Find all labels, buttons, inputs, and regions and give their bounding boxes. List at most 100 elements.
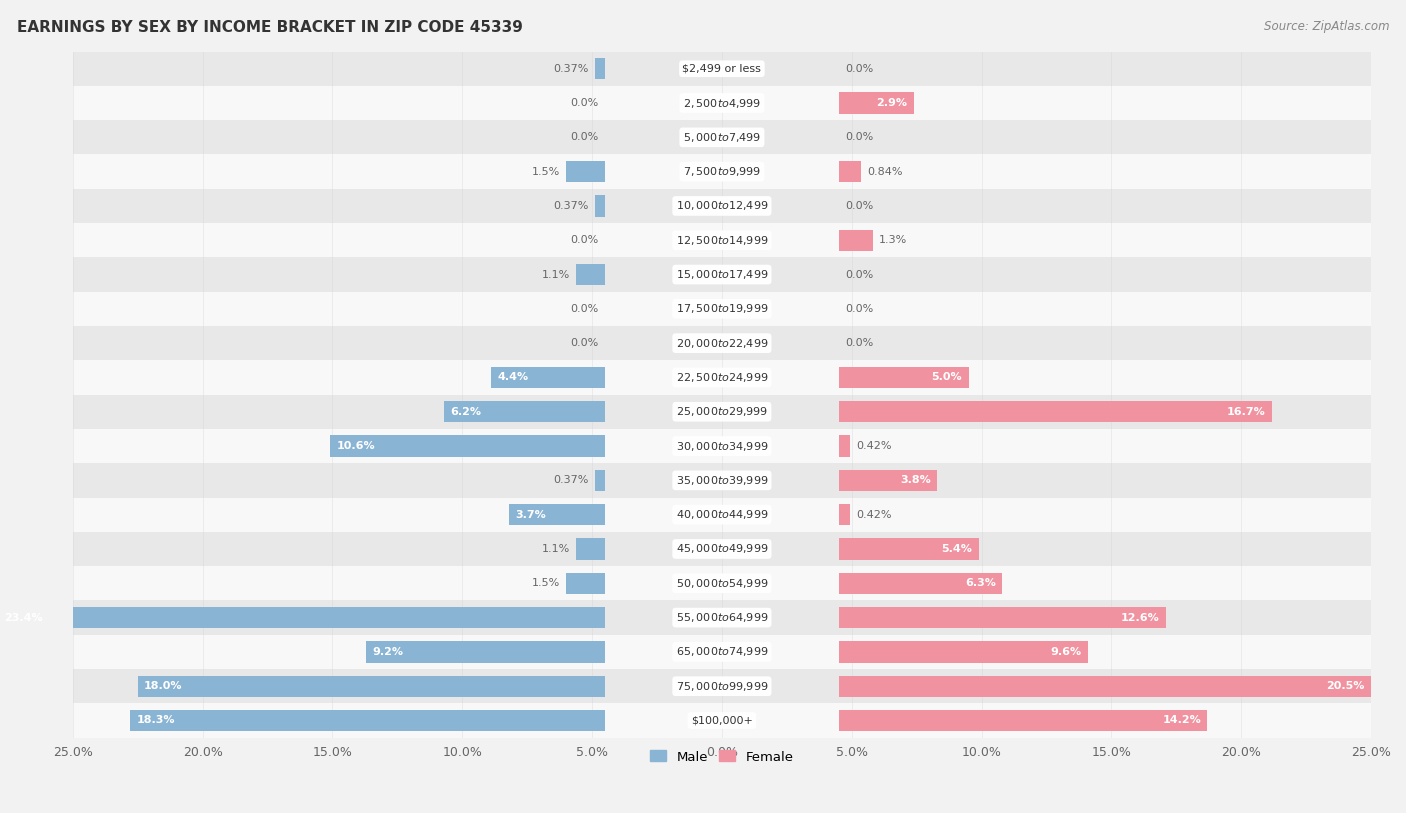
Text: 1.1%: 1.1% [541, 544, 569, 554]
Text: 0.37%: 0.37% [554, 476, 589, 485]
Bar [596, 195, 605, 216]
Text: $7,500 to $9,999: $7,500 to $9,999 [683, 165, 761, 178]
Text: $65,000 to $74,999: $65,000 to $74,999 [676, 646, 768, 659]
Bar [73, 258, 1371, 292]
Text: 0.84%: 0.84% [868, 167, 903, 176]
Text: 16.7%: 16.7% [1227, 406, 1265, 417]
Text: $50,000 to $54,999: $50,000 to $54,999 [676, 576, 768, 589]
Text: 0.0%: 0.0% [845, 201, 873, 211]
Bar [839, 367, 969, 388]
Bar [839, 641, 1088, 663]
Text: 6.3%: 6.3% [965, 578, 995, 589]
Bar [73, 703, 1371, 737]
Bar [596, 470, 605, 491]
Text: $5,000 to $7,499: $5,000 to $7,499 [683, 131, 761, 144]
Bar [0, 607, 605, 628]
Text: 0.42%: 0.42% [856, 510, 891, 520]
Bar [73, 86, 1371, 120]
Text: 6.2%: 6.2% [450, 406, 482, 417]
Bar [839, 710, 1208, 731]
Text: 0.37%: 0.37% [554, 63, 589, 74]
Text: $20,000 to $22,499: $20,000 to $22,499 [676, 337, 768, 350]
Text: 0.0%: 0.0% [571, 98, 599, 108]
Text: 0.42%: 0.42% [856, 441, 891, 451]
Text: $30,000 to $34,999: $30,000 to $34,999 [676, 440, 768, 453]
Text: $10,000 to $12,499: $10,000 to $12,499 [676, 199, 768, 212]
Bar [839, 93, 914, 114]
Text: 2.9%: 2.9% [876, 98, 907, 108]
Bar [73, 394, 1371, 429]
Bar [366, 641, 605, 663]
Text: 0.0%: 0.0% [845, 338, 873, 348]
Text: 0.37%: 0.37% [554, 201, 589, 211]
Text: 10.6%: 10.6% [336, 441, 375, 451]
Bar [73, 326, 1371, 360]
Bar [73, 154, 1371, 189]
Bar [839, 229, 873, 251]
Text: $12,500 to $14,999: $12,500 to $14,999 [676, 234, 768, 247]
Text: $2,500 to $4,999: $2,500 to $4,999 [683, 97, 761, 110]
Text: 4.4%: 4.4% [498, 372, 529, 382]
Text: 0.0%: 0.0% [571, 338, 599, 348]
Text: $40,000 to $44,999: $40,000 to $44,999 [676, 508, 768, 521]
Text: 5.4%: 5.4% [942, 544, 973, 554]
Text: 1.5%: 1.5% [531, 167, 560, 176]
Bar [73, 669, 1371, 703]
Text: 14.2%: 14.2% [1163, 715, 1201, 725]
Text: 20.5%: 20.5% [1326, 681, 1365, 691]
Text: 0.0%: 0.0% [845, 270, 873, 280]
Bar [444, 401, 605, 423]
Bar [839, 504, 849, 525]
Text: 5.0%: 5.0% [931, 372, 962, 382]
Bar [839, 572, 1002, 594]
Text: $75,000 to $99,999: $75,000 to $99,999 [676, 680, 768, 693]
Text: 3.8%: 3.8% [900, 476, 931, 485]
Bar [576, 538, 605, 559]
Text: 1.1%: 1.1% [541, 270, 569, 280]
Text: 1.3%: 1.3% [879, 235, 907, 246]
Bar [839, 470, 938, 491]
Bar [73, 498, 1371, 532]
Bar [839, 607, 1166, 628]
Text: 18.3%: 18.3% [136, 715, 174, 725]
Bar [839, 161, 860, 182]
Bar [73, 601, 1371, 635]
Bar [73, 120, 1371, 154]
Text: 18.0%: 18.0% [145, 681, 183, 691]
Bar [73, 635, 1371, 669]
Bar [138, 676, 605, 697]
Text: 12.6%: 12.6% [1121, 612, 1160, 623]
Bar [73, 360, 1371, 394]
Text: 23.4%: 23.4% [4, 612, 42, 623]
Bar [73, 532, 1371, 566]
Bar [596, 58, 605, 80]
Text: 0.0%: 0.0% [845, 133, 873, 142]
Text: 9.2%: 9.2% [373, 647, 404, 657]
Text: $2,499 or less: $2,499 or less [682, 63, 761, 74]
Text: $35,000 to $39,999: $35,000 to $39,999 [676, 474, 768, 487]
Bar [576, 264, 605, 285]
Text: EARNINGS BY SEX BY INCOME BRACKET IN ZIP CODE 45339: EARNINGS BY SEX BY INCOME BRACKET IN ZIP… [17, 20, 523, 35]
Bar [839, 401, 1272, 423]
Bar [509, 504, 605, 525]
Text: 3.7%: 3.7% [516, 510, 546, 520]
Text: $25,000 to $29,999: $25,000 to $29,999 [676, 405, 768, 418]
Text: 9.6%: 9.6% [1050, 647, 1081, 657]
Bar [839, 436, 849, 457]
Bar [73, 51, 1371, 86]
Bar [839, 538, 979, 559]
Bar [839, 676, 1371, 697]
Bar [73, 463, 1371, 498]
Text: 0.0%: 0.0% [571, 235, 599, 246]
Bar [73, 223, 1371, 258]
Text: $100,000+: $100,000+ [690, 715, 752, 725]
Bar [491, 367, 605, 388]
Bar [567, 161, 605, 182]
Bar [73, 429, 1371, 463]
Text: $55,000 to $64,999: $55,000 to $64,999 [676, 611, 768, 624]
Bar [73, 189, 1371, 223]
Text: Source: ZipAtlas.com: Source: ZipAtlas.com [1264, 20, 1389, 33]
Bar [330, 436, 605, 457]
Bar [73, 566, 1371, 601]
Legend: Male, Female: Male, Female [645, 746, 799, 769]
